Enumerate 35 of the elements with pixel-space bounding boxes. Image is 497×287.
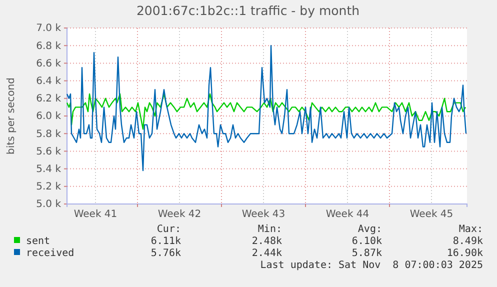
y-tick-label: 7.0 k [36, 23, 62, 34]
y-tick-label: 6.8 k [36, 40, 62, 52]
legend-label: sent [26, 236, 50, 247]
x-tick-label: Week 44 [326, 209, 370, 220]
legend-label: received [26, 248, 74, 259]
text: 8.49k [452, 236, 483, 247]
y-tick-label: 5.2 k [36, 182, 62, 193]
y-tick-label: 6.6 k [36, 58, 62, 70]
y-axis-title: bits per second [6, 78, 17, 154]
y-tick-label: 6.0 k [36, 111, 62, 122]
line-series [66, 45, 467, 172]
y-tick-label: 5.6 k [36, 146, 62, 158]
text: 2.44k [252, 248, 282, 259]
y-tick-label: 5.8 k [36, 128, 62, 140]
x-tick-label: Week 41 [74, 209, 118, 220]
text: Avg: [358, 224, 382, 235]
x-tick-label: Week 43 [242, 209, 286, 220]
line-series [66, 93, 466, 130]
text: Max: [458, 224, 483, 235]
y-tick-label: 6.2 k [36, 94, 62, 105]
text: Min: [258, 224, 282, 235]
x-tick-label: Week 45 [410, 209, 454, 220]
text: Cur: [156, 224, 181, 235]
y-tick-label: 5.4 k [36, 164, 62, 175]
text: 5.87k [352, 248, 382, 259]
text: 5.76k [150, 248, 181, 259]
text: 6.10k [352, 236, 382, 247]
y-tick-label: 5.0 k [36, 199, 62, 210]
chart-title: 2001:67c:1b2c::1 traffic - by month [136, 3, 360, 18]
text: Last update: Sat Nov 8 07:00:03 2025 [260, 260, 483, 271]
text: 6.11k [150, 236, 181, 247]
y-tick-label: 6.4 k [36, 76, 62, 87]
text: 16.90k [446, 248, 483, 259]
text: 2.48k [252, 236, 282, 247]
x-tick-label: Week 42 [158, 209, 202, 220]
